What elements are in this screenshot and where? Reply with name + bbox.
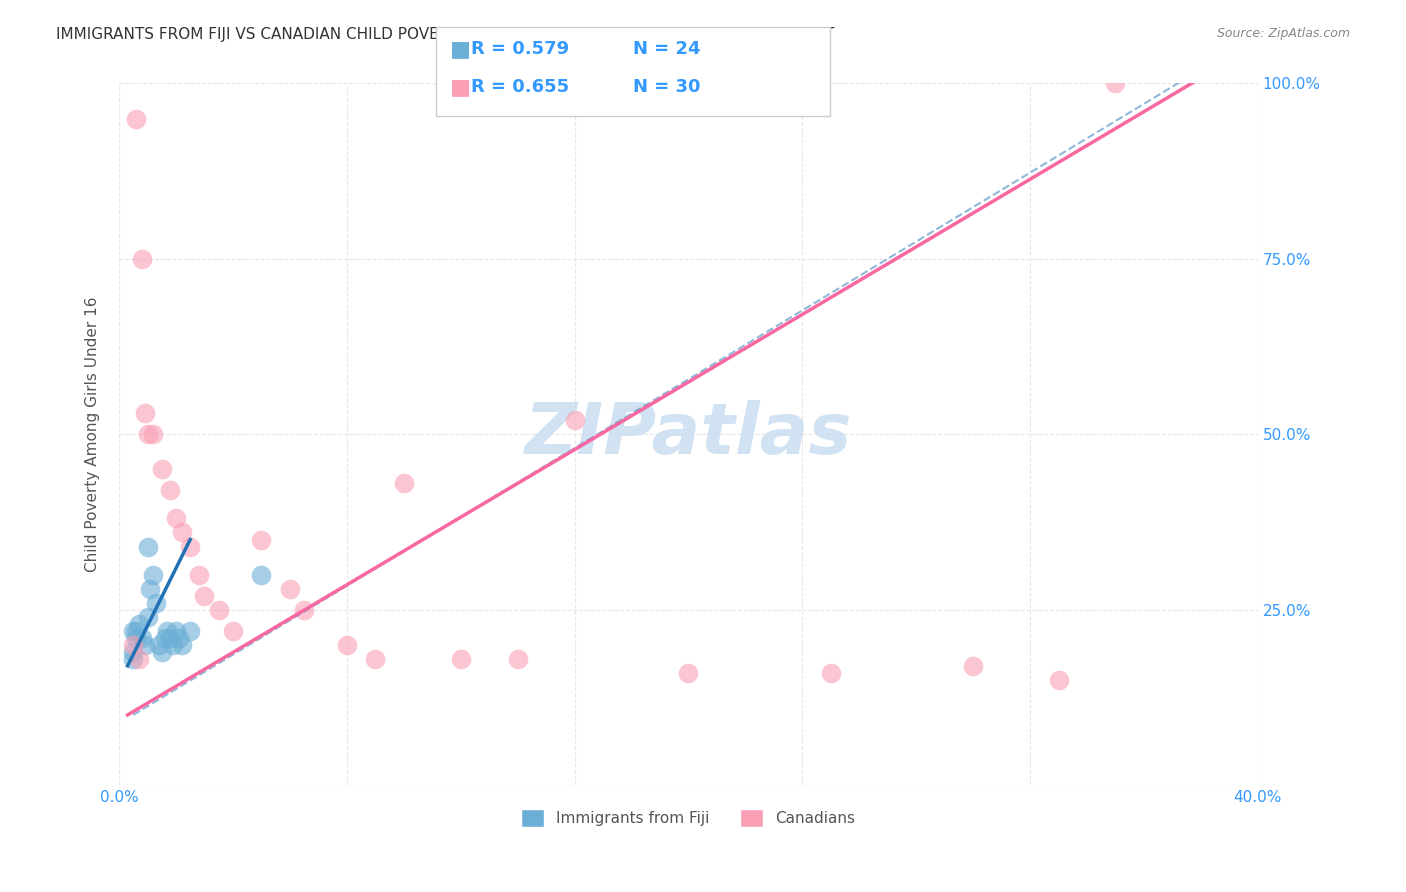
Point xyxy=(125,631,148,645)
Point xyxy=(148,638,170,652)
Point xyxy=(208,602,231,616)
Point xyxy=(450,652,472,666)
Point xyxy=(128,652,150,666)
Text: IMMIGRANTS FROM FIJI VS CANADIAN CHILD POVERTY AMONG GIRLS UNDER 16 CORRELATION : IMMIGRANTS FROM FIJI VS CANADIAN CHILD P… xyxy=(56,27,835,42)
Point xyxy=(145,596,167,610)
Point xyxy=(336,638,359,652)
Point xyxy=(150,645,173,659)
Point xyxy=(1104,77,1126,91)
Point xyxy=(134,638,156,652)
Point xyxy=(179,624,201,638)
Point xyxy=(250,567,273,582)
Point xyxy=(165,624,187,638)
Point xyxy=(820,665,842,680)
Point xyxy=(170,525,193,540)
Point xyxy=(187,567,209,582)
Point xyxy=(167,631,190,645)
Point xyxy=(142,427,165,442)
Point xyxy=(162,638,184,652)
Point xyxy=(250,533,273,547)
Text: ■: ■ xyxy=(450,39,471,59)
Point xyxy=(564,413,586,427)
Point xyxy=(122,624,145,638)
Point xyxy=(153,631,176,645)
Point xyxy=(506,652,529,666)
Point xyxy=(165,511,187,525)
Point xyxy=(136,427,159,442)
Point xyxy=(122,645,145,659)
Point xyxy=(125,112,148,126)
Point xyxy=(1047,673,1070,687)
Point xyxy=(159,631,181,645)
Point xyxy=(142,567,165,582)
Text: ■: ■ xyxy=(450,78,471,97)
Text: Source: ZipAtlas.com: Source: ZipAtlas.com xyxy=(1216,27,1350,40)
Point xyxy=(170,638,193,652)
Point xyxy=(222,624,245,638)
Y-axis label: Child Poverty Among Girls Under 16: Child Poverty Among Girls Under 16 xyxy=(86,296,100,572)
Point xyxy=(134,406,156,420)
Point xyxy=(136,609,159,624)
Point xyxy=(156,624,179,638)
Text: N = 24: N = 24 xyxy=(633,40,700,58)
Point xyxy=(122,652,145,666)
Point xyxy=(962,658,984,673)
Point xyxy=(159,483,181,498)
Point xyxy=(179,540,201,554)
Point xyxy=(364,652,387,666)
Text: R = 0.579: R = 0.579 xyxy=(471,40,569,58)
Point xyxy=(193,589,215,603)
Point xyxy=(131,631,153,645)
Legend: Immigrants from Fiji, Canadians: Immigrants from Fiji, Canadians xyxy=(515,803,862,834)
Point xyxy=(292,602,315,616)
Point xyxy=(125,624,148,638)
Text: N = 30: N = 30 xyxy=(633,78,700,96)
Point xyxy=(678,665,700,680)
Text: R = 0.655: R = 0.655 xyxy=(471,78,569,96)
Point xyxy=(278,582,301,596)
Point xyxy=(136,540,159,554)
Point xyxy=(131,252,153,266)
Point xyxy=(150,462,173,476)
Point xyxy=(139,582,162,596)
Point xyxy=(392,476,415,491)
Point xyxy=(122,638,145,652)
Point xyxy=(128,616,150,631)
Text: ZIPatlas: ZIPatlas xyxy=(524,400,852,469)
